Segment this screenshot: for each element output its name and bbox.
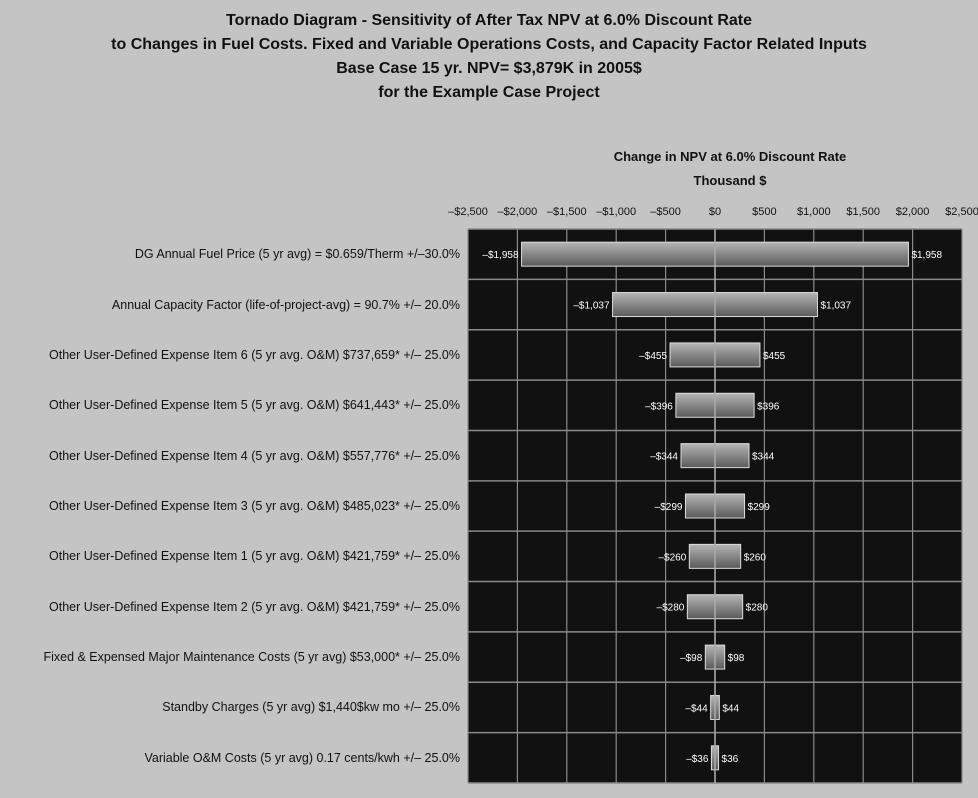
bar-high — [714, 594, 744, 620]
x-tick-label: $1,000 — [797, 206, 831, 218]
x-tick-label: $500 — [752, 206, 776, 218]
bar-high-label: $344 — [752, 452, 775, 463]
x-tick-label: $1,500 — [846, 206, 880, 218]
bar-low-label: –$98 — [680, 653, 703, 664]
bar-high — [714, 543, 742, 569]
bar-high-label: $455 — [763, 351, 786, 362]
title-line-2: to Changes in Fuel Costs. Fixed and Vari… — [111, 36, 867, 53]
category-label: Other User-Defined Expense Item 4 (5 yr … — [49, 448, 460, 463]
bar-high — [714, 392, 755, 418]
bar-high-label: $299 — [748, 502, 771, 513]
bar-high-label: $1,037 — [820, 301, 851, 312]
bar-low-label: –$344 — [650, 452, 678, 463]
bar-low-label: –$396 — [645, 401, 673, 412]
bar-low — [704, 644, 716, 670]
axis-title-line-2: Thousand $ — [693, 173, 767, 188]
bar-high — [714, 292, 818, 318]
category-label: Other User-Defined Expense Item 1 (5 yr … — [49, 549, 460, 564]
bar-high — [714, 241, 909, 267]
category-label: Other User-Defined Expense Item 6 (5 yr … — [49, 347, 460, 362]
x-tick-label: $2,000 — [896, 206, 930, 218]
bar-high-label: $44 — [722, 703, 739, 714]
bar-low-label: –$1,958 — [482, 250, 519, 261]
category-label: Fixed & Expensed Major Maintenance Costs… — [43, 650, 460, 665]
bar-high — [714, 342, 761, 368]
bar-high — [714, 493, 746, 519]
bar-low — [669, 342, 716, 368]
bar-high-label: $396 — [757, 401, 780, 412]
x-tick-label: $0 — [709, 206, 721, 218]
bar-low-label: –$1,037 — [573, 301, 610, 312]
category-label: Standby Charges (5 yr avg) $1,440$kw mo … — [162, 700, 460, 715]
bar-high — [714, 644, 726, 670]
bar-low-label: –$36 — [686, 754, 709, 765]
category-label: Other User-Defined Expense Item 2 (5 yr … — [49, 599, 460, 614]
bar-high-label: $280 — [746, 603, 769, 614]
bar-low-label: –$280 — [657, 603, 685, 614]
bar-low — [612, 292, 716, 318]
category-label: Other User-Defined Expense Item 3 (5 yr … — [49, 499, 460, 513]
category-label: Annual Capacity Factor (life-of-project-… — [111, 297, 460, 312]
axis-title-line-1: Change in NPV at 6.0% Discount Rate — [613, 149, 847, 164]
bar-high — [714, 443, 750, 469]
category-label: Other User-Defined Expense Item 5 (5 yr … — [49, 398, 460, 413]
x-tick-label: –$1,500 — [547, 206, 587, 218]
title-line-1: Tornado Diagram - Sensitivity of After T… — [225, 12, 753, 29]
bar-low-label: –$260 — [658, 552, 686, 563]
bar-low — [675, 392, 716, 418]
x-tick-label: –$2,000 — [498, 206, 538, 218]
x-tick-label: –$500 — [650, 206, 681, 218]
bar-low-label: –$299 — [655, 502, 683, 513]
bar-low — [521, 241, 716, 267]
bar-low — [688, 543, 716, 569]
bar-low — [680, 443, 716, 469]
bar-low — [686, 594, 716, 620]
bar-high-label: $98 — [728, 653, 745, 664]
bar-low-label: –$44 — [685, 703, 708, 714]
bar-low-label: –$455 — [639, 351, 667, 362]
x-tick-label: –$2,500 — [448, 206, 488, 218]
bar-low — [684, 493, 716, 519]
bar-high-label: $1,958 — [911, 250, 942, 261]
category-label: DG Annual Fuel Price (5 yr avg) = $0.659… — [134, 247, 460, 262]
title-line-4: for the Example Case Project — [378, 84, 600, 101]
x-tick-label: –$1,000 — [596, 206, 636, 218]
title-line-3: Base Case 15 yr. NPV= $3,879K in 2005$ — [336, 60, 642, 77]
x-tick-label: $2,500 — [945, 206, 978, 218]
bar-high-label: $36 — [722, 754, 739, 765]
bar-high-label: $260 — [744, 552, 767, 563]
chart-title: Tornado Diagram - Sensitivity of After T… — [0, 9, 978, 105]
category-label: Variable O&M Costs (5 yr avg) 0.17 cents… — [144, 750, 460, 765]
